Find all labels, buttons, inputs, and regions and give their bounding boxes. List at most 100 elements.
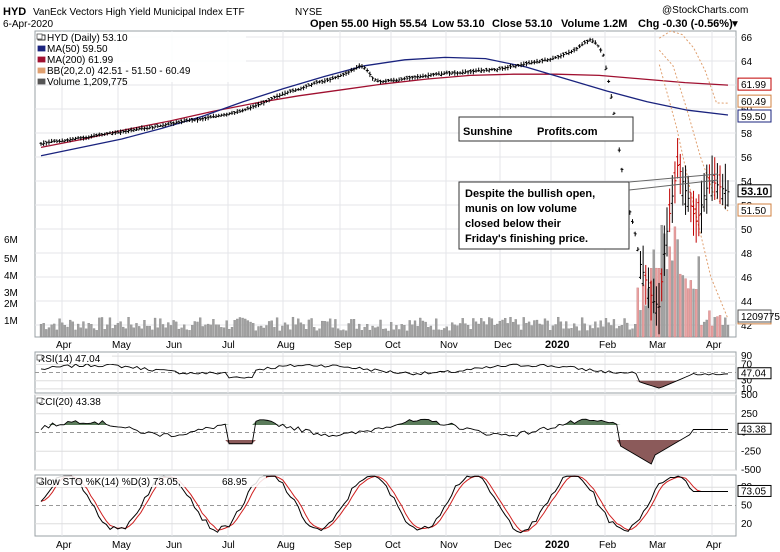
volume-bar (92, 328, 96, 338)
volume-bar (472, 318, 475, 338)
volume-bar (58, 318, 61, 338)
volume-tick-label: 4M (4, 271, 18, 282)
rsi-tick-label: 10 (741, 384, 753, 395)
volume-bar (371, 325, 374, 338)
x-tick-label-bottom: Apr (56, 540, 72, 551)
volume-bar (252, 323, 255, 338)
volume-bar (82, 321, 85, 338)
y-tick-label: 46 (741, 273, 753, 284)
x-tick-label-top: Feb (599, 340, 617, 351)
volume-bar (140, 328, 143, 338)
legend-bb: BB(20,2.0) 42.51 - 51.50 - 60.49 (47, 66, 191, 77)
cci-negative-fill (41, 440, 728, 464)
annotation-pointer (628, 179, 719, 191)
volume-bar (480, 318, 483, 338)
volume-bar (636, 287, 639, 338)
volume-bar (482, 321, 486, 338)
volume-bar (183, 324, 186, 338)
volume-bar (307, 319, 311, 338)
volume-bar (437, 329, 441, 338)
volume-bar (421, 320, 425, 338)
sto-legend-bg (36, 476, 266, 487)
volume-bar (328, 318, 332, 338)
volume-bar (474, 321, 478, 338)
volume-bar (504, 318, 507, 338)
volume-bar (220, 327, 223, 338)
volume-bar (477, 323, 480, 338)
volume-bar (549, 330, 552, 338)
volume-bar (143, 320, 146, 338)
volume-bar (530, 325, 533, 338)
x-tick-label-bottom: Mar (649, 540, 667, 551)
x-tick-label-top: Mar (649, 340, 667, 351)
volume-bar (297, 318, 300, 338)
brand-profits: Profits.com (537, 126, 598, 138)
legend-ma50-swatch (37, 45, 46, 52)
volume-bar (257, 326, 260, 338)
volume-bar (509, 316, 512, 338)
volume-bar (151, 329, 154, 338)
volume-bar (270, 320, 273, 338)
volume-bar (628, 329, 632, 338)
volume-bar (254, 330, 258, 338)
volume-bar (588, 325, 592, 338)
volume-bar (130, 324, 133, 338)
volume-bar (665, 269, 669, 338)
x-tick-label-top: May (112, 340, 131, 351)
volume-bar (63, 325, 67, 338)
volume-bar (403, 325, 406, 338)
chart-date: 6-Apr-2020 (3, 19, 53, 30)
down-arrow-icon: ▼ (730, 19, 740, 30)
annotation-line: munis on low volume (465, 203, 577, 215)
x-tick-label-bottom: Jul (222, 540, 235, 551)
stockcharts-watermark: @StockCharts.com (662, 5, 748, 16)
volume-bar (573, 323, 576, 338)
volume-bar (323, 321, 326, 338)
y-tick-label: 64 (741, 57, 753, 68)
volume-bar (76, 323, 80, 338)
y-tick-label: 54 (741, 177, 753, 188)
volume-bar (641, 284, 645, 338)
volume-bar (527, 321, 531, 338)
volume-bar (172, 320, 175, 338)
volume-bar (111, 328, 114, 338)
volume-bar (164, 327, 167, 338)
rsi-tick-label: 90 (741, 351, 753, 362)
volume-bar (188, 330, 191, 338)
volume-bar (419, 317, 422, 338)
volume-tick-label: 1M (4, 316, 18, 327)
volume-bar (565, 321, 568, 338)
volume-bar (260, 325, 263, 338)
legend-volume-swatch (37, 78, 46, 85)
x-tick-label-top: Apr (706, 340, 722, 351)
price-tag-label: 53.10 (741, 186, 769, 198)
legend-volume: Volume 1,209,775 (47, 77, 128, 88)
volume-bar (366, 324, 369, 338)
volume-bar (405, 330, 409, 338)
volume-bar (39, 323, 43, 338)
panel-corner-icon (36, 477, 43, 484)
cci-value-tag (737, 422, 772, 435)
volume-bar (384, 328, 387, 338)
volume-bar (103, 329, 106, 338)
panel-corner-icon (36, 354, 43, 361)
volume-bar (517, 324, 520, 338)
volume-bar (79, 327, 82, 338)
volume-bar (429, 325, 433, 338)
volume-bar (408, 320, 411, 338)
price-tag-label: 60.49 (741, 97, 766, 108)
volume-bar (278, 330, 281, 338)
x-tick-label-top: Oct (385, 340, 401, 351)
volume-bar (204, 324, 207, 338)
volume-bar (156, 327, 159, 338)
x-tick-label-top: Jul (222, 340, 235, 351)
volume-bar (724, 317, 727, 338)
x-tick-label-bottom: Jun (166, 540, 182, 551)
y-tick-label: 50 (741, 225, 753, 236)
volume-bar (108, 317, 112, 338)
volume-bar (461, 318, 464, 338)
volume-bar (506, 323, 509, 338)
volume-bar (45, 329, 48, 338)
legend-ma50: MA(50) 59.50 (47, 44, 108, 55)
